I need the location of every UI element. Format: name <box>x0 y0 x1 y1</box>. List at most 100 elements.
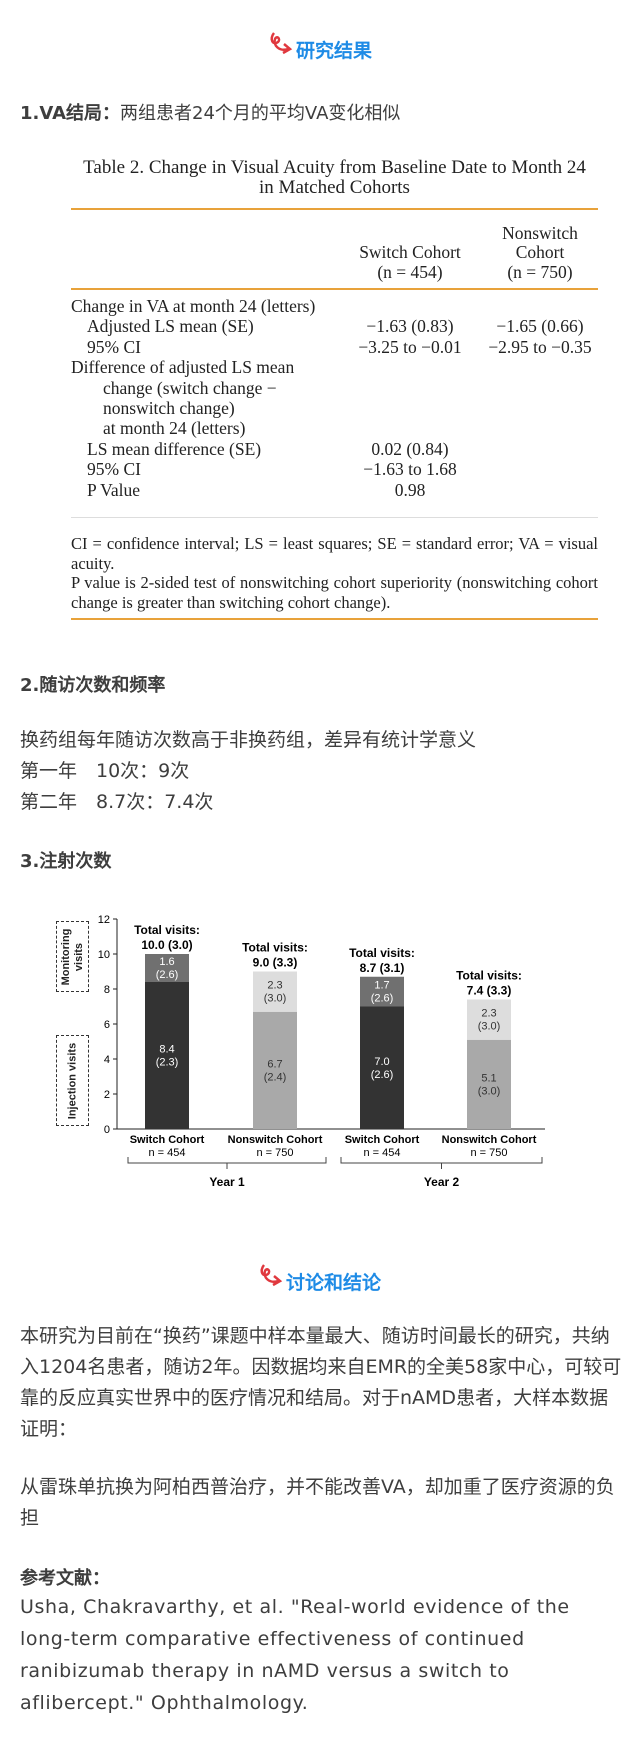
cell: −3.25 to −0.01 <box>358 336 462 357</box>
bar-segment <box>360 1006 404 1129</box>
table-rule <box>71 288 598 290</box>
table-note: P value is 2-sided test of nonswitching … <box>71 573 598 613</box>
cell: 0.98 <box>394 479 426 500</box>
y-tick-label: 2 <box>104 1089 110 1101</box>
n-label: n = 454 <box>363 1147 400 1159</box>
value-label: 5.1 <box>481 1072 496 1084</box>
x-tick-label: Switch Cohort <box>130 1134 205 1146</box>
value-label: 2.3 <box>267 980 282 992</box>
error-label: (3.0) <box>264 993 287 1005</box>
total-label: 7.4 (3.3) <box>467 984 512 998</box>
subheading: 1.VA结局：两组患者24个月的平均VA变化相似 <box>20 99 400 125</box>
y-tick-label: 12 <box>98 914 110 926</box>
subheading-text: 两组患者24个月的平均VA变化相似 <box>120 103 401 124</box>
column-header-n: (n = 454) <box>377 261 443 282</box>
y-tick-label: 8 <box>104 984 110 996</box>
text-line: 第二年 8.7次：7.4次 <box>20 791 214 813</box>
column-header: Switch Cohort (n = 454) <box>335 242 485 282</box>
table-rule <box>71 517 598 518</box>
value-label: 7.0 <box>374 1056 389 1068</box>
table-title: Table 2. Change in Visual Acuity from Ba… <box>83 157 586 198</box>
row-label: 95% CI <box>87 459 141 480</box>
error-label: (2.3) <box>156 1057 179 1069</box>
column-header-name: Switch Cohort <box>359 242 461 262</box>
row-label: Change in VA at month 24 (letters) <box>71 296 316 316</box>
text-line: 换药组每年随访次数高于非换药组，差异有统计学意义 <box>20 729 477 751</box>
subheading: 3.注射次数 <box>20 851 112 872</box>
value-label: 8.4 <box>159 1044 174 1056</box>
y-tick-label: 4 <box>104 1054 110 1066</box>
column-header-n: (n = 750) <box>507 261 573 282</box>
total-label: 8.7 (3.1) <box>360 961 405 975</box>
x-tick-label: Nonswitch Cohort <box>228 1134 323 1146</box>
row-label: 95% CI <box>87 336 141 357</box>
bar-segment <box>253 971 297 1012</box>
bar-segment <box>253 1011 297 1129</box>
group-bracket <box>340 1157 543 1169</box>
paragraph: 从雷珠单抗换为阿柏西普治疗，并不能改善VA，却加重了医疗资源的负担 <box>20 1476 615 1529</box>
total-title: Total visits: <box>349 946 415 960</box>
row-label: P Value <box>87 479 140 500</box>
subheading-title: 1.VA结局： <box>20 103 121 124</box>
n-label: n = 454 <box>148 1147 185 1159</box>
table-rule <box>71 618 598 620</box>
x-tick-label: Nonswitch Cohort <box>442 1134 537 1146</box>
column-header: Nonswitch Cohort (n = 750) <box>490 222 590 283</box>
cell: −2.95 to −0.35 <box>488 336 592 357</box>
error-label: (2.6) <box>371 993 394 1005</box>
value-label: 1.7 <box>374 980 389 992</box>
total-title: Total visits: <box>242 941 308 955</box>
table-note: CI = confidence interval; LS = least squ… <box>71 534 598 573</box>
error-label: (3.0) <box>478 1021 501 1033</box>
section-icon <box>260 1264 283 1287</box>
x-tick-label: Switch Cohort <box>345 1134 420 1146</box>
row-label: Difference of adjusted LS mean <box>71 357 295 378</box>
total-title: Total visits: <box>456 969 522 983</box>
section-icon <box>270 32 293 55</box>
row-label: Adjusted LS mean (SE) <box>87 316 254 337</box>
legend-box: Monitoring visits <box>56 921 89 992</box>
results-table: Table 2. Change in Visual Acuity from Ba… <box>71 150 598 623</box>
n-label: n = 750 <box>470 1147 507 1159</box>
row-label: LS mean difference (SE) <box>87 438 262 459</box>
value-label: 2.3 <box>481 1008 496 1020</box>
row-label: change (switch change − <box>103 377 277 398</box>
total-title: Total visits: <box>134 923 200 937</box>
paragraph: 本研究为目前在“换药”课题中样本量最大、随访时间最长的研究，共纳入1204名患者… <box>20 1325 622 1440</box>
cell: −1.65 (0.66) <box>496 316 584 337</box>
cell: −1.63 (0.83) <box>366 316 454 337</box>
total-label: 10.0 (3.0) <box>141 938 192 952</box>
value-label: 1.6 <box>159 956 174 968</box>
error-label: (2.6) <box>371 1069 394 1081</box>
subheading: 2.随访次数和频率 <box>20 675 166 696</box>
legend-box: Injection visits <box>56 1035 89 1126</box>
bar-segment <box>467 999 511 1040</box>
cell: −1.63 to 1.68 <box>363 459 457 480</box>
error-label: (2.4) <box>264 1071 287 1083</box>
row-label: at month 24 (letters) <box>103 418 246 439</box>
references-title: 参考文献： <box>20 1568 110 1589</box>
total-label: 9.0 (3.3) <box>253 956 298 970</box>
value-label: 6.7 <box>267 1058 282 1070</box>
bar-segment <box>145 982 189 1129</box>
error-label: (3.0) <box>478 1085 501 1097</box>
y-tick-label: 6 <box>104 1019 110 1031</box>
bar-segment <box>467 1039 511 1129</box>
group-label: Year 1 <box>209 1175 245 1189</box>
group-label: Year 2 <box>424 1175 460 1189</box>
group-bracket <box>127 1157 327 1169</box>
y-tick-label: 10 <box>98 949 110 961</box>
error-label: (2.6) <box>156 969 179 981</box>
section-header: 讨论和结论 <box>286 1272 382 1294</box>
bar-segment <box>145 954 189 982</box>
reference: Usha, Chakravarthy, et al. "Real-world e… <box>20 1596 570 1714</box>
column-header-name: Nonswitch Cohort <box>502 222 578 262</box>
table-rule <box>71 208 598 210</box>
bar-segment <box>360 976 404 1007</box>
text-line: 第一年 10次：9次 <box>20 760 190 782</box>
cell: 0.02 (0.84) <box>371 438 449 459</box>
y-tick-label: 0 <box>104 1124 110 1136</box>
n-label: n = 750 <box>256 1147 293 1159</box>
